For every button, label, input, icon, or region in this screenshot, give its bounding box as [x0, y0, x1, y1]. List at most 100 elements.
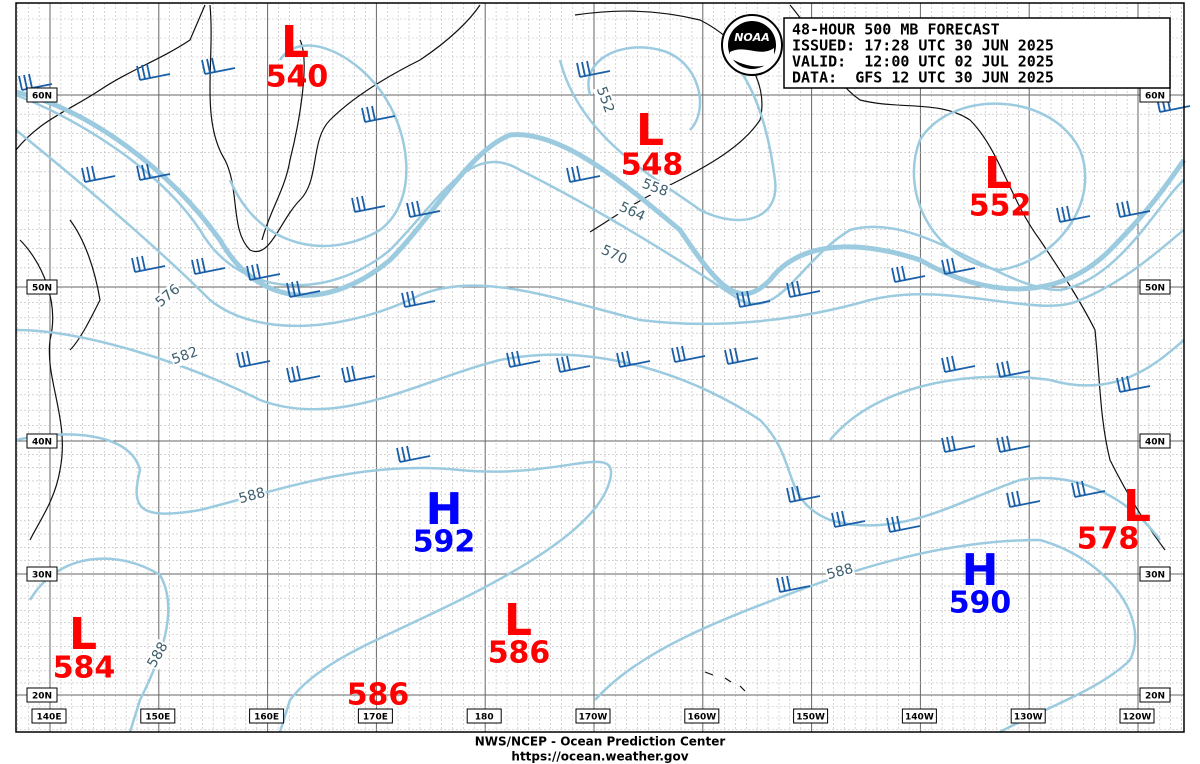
- barb-feather: [724, 349, 729, 365]
- contour-label: 588: [144, 639, 171, 670]
- lat-label: 50N: [32, 284, 52, 294]
- barb-feather: [141, 255, 146, 271]
- center-value: 548: [621, 148, 684, 183]
- barb-feather: [246, 350, 251, 366]
- barb-feather: [796, 485, 801, 501]
- barb-feather: [566, 355, 571, 371]
- coastline: [789, 4, 1166, 551]
- barb-feather: [291, 366, 296, 382]
- barb-feather: [136, 256, 141, 272]
- contours: [15, 44, 1187, 734]
- barb-feather: [734, 347, 739, 363]
- barb-feather: [941, 437, 946, 453]
- barb-feather: [241, 351, 246, 367]
- center-letter: L: [281, 17, 309, 68]
- center-value: 584: [53, 651, 116, 686]
- barb-feather: [136, 65, 141, 81]
- barb-feather: [296, 365, 301, 381]
- coastline: [704, 671, 746, 692]
- barb-feather: [951, 435, 956, 451]
- barb-feather: [146, 63, 151, 79]
- coastline: [15, 4, 206, 151]
- barb-feather: [796, 280, 801, 296]
- barb-feather: [516, 350, 521, 366]
- barb-feather: [1016, 490, 1021, 506]
- barb-feather: [366, 106, 371, 122]
- barb-feather: [236, 352, 241, 368]
- barb-feather: [941, 357, 946, 373]
- barb-feather: [736, 292, 741, 308]
- barb-feather: [361, 107, 366, 123]
- barb-feather: [1066, 205, 1071, 221]
- contour-label-bg: [592, 84, 618, 116]
- barb-feather: [951, 355, 956, 371]
- map-frame: [15, 2, 1185, 733]
- barb-feather: [621, 351, 626, 367]
- lon-label-box: [1119, 708, 1155, 724]
- lon-label-box: [31, 708, 67, 724]
- barb-feather: [196, 258, 201, 274]
- barb-feather: [1081, 480, 1086, 496]
- contour-label: 576: [153, 281, 184, 310]
- lon-label-box: [793, 708, 829, 724]
- center-letter: L: [636, 105, 664, 156]
- barb-feather: [746, 290, 751, 306]
- contour: [829, 339, 1185, 441]
- barb-feather: [146, 163, 151, 179]
- contour-label-bg: [236, 484, 268, 508]
- barb-feather: [201, 257, 206, 273]
- barb-feather: [791, 281, 796, 297]
- barb-feather: [836, 511, 841, 527]
- barb-feather: [1011, 491, 1016, 507]
- contour-label-bg: [152, 280, 184, 312]
- logo-bird: [730, 48, 774, 67]
- barb-feather: [896, 515, 901, 531]
- contour-label: 582: [170, 344, 201, 368]
- contour: [15, 129, 1185, 328]
- barb-feather: [566, 167, 571, 183]
- barb-feather: [786, 575, 791, 591]
- logo-text: NOAA: [734, 31, 770, 44]
- barb-feather: [781, 576, 786, 592]
- barb-feather: [941, 259, 946, 275]
- lon-label: 150W: [796, 713, 825, 723]
- barb-feather: [201, 59, 206, 75]
- barb-feather: [886, 517, 891, 533]
- contour-label-bg: [824, 560, 856, 584]
- barb-feather: [511, 351, 516, 367]
- center-value: 592: [413, 525, 476, 560]
- barb-feather: [396, 447, 401, 463]
- barb-feather: [411, 290, 416, 306]
- center-letter: L: [984, 148, 1012, 199]
- lon-label-box: [684, 708, 720, 724]
- barb-feather: [406, 202, 411, 218]
- barb-feather: [28, 73, 33, 89]
- barb-feather: [406, 445, 411, 461]
- center-value: 578: [1077, 522, 1140, 557]
- barb-feather: [401, 292, 406, 308]
- barb-feather: [18, 75, 23, 91]
- barb-feather: [296, 280, 301, 296]
- barb-feather: [1121, 201, 1126, 217]
- lon-label: 150E: [145, 713, 170, 723]
- barb-feather: [406, 291, 411, 307]
- barb-feather: [401, 446, 406, 462]
- lat-label-box: [1139, 566, 1171, 582]
- lon-label-box: [249, 708, 285, 724]
- barb-feather: [211, 57, 216, 73]
- barb-feather: [741, 291, 746, 307]
- contour: [587, 46, 702, 131]
- barb-feather: [1126, 375, 1131, 391]
- barb-feather: [81, 167, 86, 183]
- lon-label-box: [901, 708, 937, 724]
- barb-feather: [581, 61, 586, 77]
- lon-label: 180: [475, 713, 494, 723]
- contour-label: 588: [825, 561, 855, 583]
- barb-feather: [946, 436, 951, 452]
- header-box: [783, 17, 1171, 89]
- barb-feather: [23, 74, 28, 90]
- barb-feather: [411, 201, 416, 217]
- barb-feather: [141, 164, 146, 180]
